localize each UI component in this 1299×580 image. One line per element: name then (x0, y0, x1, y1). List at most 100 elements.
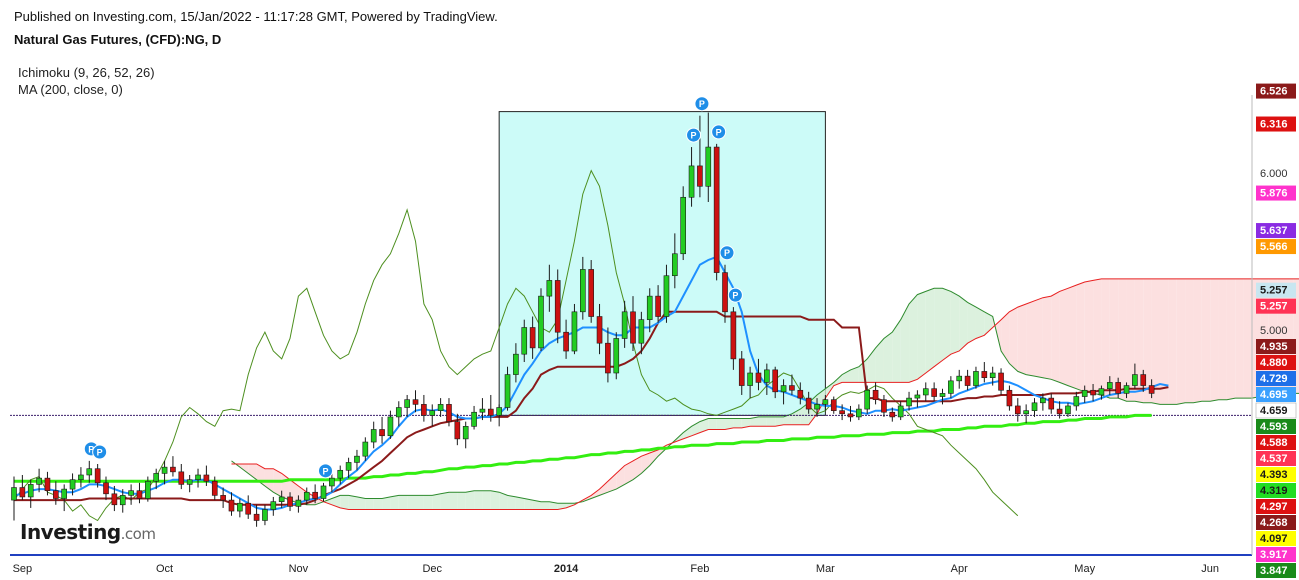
pin-marker[interactable]: P (92, 444, 108, 460)
pin-label: P (691, 131, 697, 141)
candle-body (655, 295, 661, 317)
cloud-segment (1026, 300, 1035, 377)
candle-body (881, 399, 887, 413)
candle-body (663, 275, 670, 317)
pin-marker[interactable]: P (694, 96, 710, 112)
candle (487, 394, 494, 422)
pin-marker[interactable]: P (686, 127, 702, 143)
indicator-ma200[interactable]: MA (200, close, 0) (18, 82, 123, 97)
pin-icon (727, 287, 743, 303)
cloud-segment (766, 416, 776, 427)
candle (897, 401, 904, 421)
candle (1123, 382, 1130, 399)
candle (454, 413, 461, 446)
candle-body (504, 374, 511, 408)
price-label: 5.637 (1256, 223, 1296, 239)
candle (1140, 369, 1147, 392)
candle-body (195, 474, 201, 480)
price-label-bg (1256, 419, 1296, 434)
candle-body (11, 487, 17, 501)
cloud-segment (549, 501, 558, 510)
logo-brand: Investing (20, 520, 121, 544)
candle (529, 316, 536, 359)
price-label-text: 4.880 (1260, 357, 1288, 369)
candle-body (680, 196, 686, 255)
pin-label: P (724, 248, 730, 258)
price-label-bg (1256, 371, 1296, 386)
price-label-bg (1256, 298, 1296, 314)
candle (663, 264, 670, 323)
candle (680, 186, 686, 261)
candle-body (228, 499, 235, 512)
pin-marker[interactable]: P (318, 463, 333, 479)
candle-body (1065, 405, 1071, 415)
candle (646, 288, 653, 333)
candle (705, 112, 712, 202)
price-label: 4.268 (1256, 515, 1296, 530)
cloud-segment (842, 369, 851, 383)
candle (1115, 377, 1121, 399)
candle (1106, 376, 1113, 395)
candle (998, 368, 1004, 395)
price-label-bg (1256, 515, 1296, 530)
candle (370, 421, 377, 449)
cloud-segment (917, 291, 926, 380)
cloud-segment (925, 288, 935, 373)
candle (1065, 402, 1071, 417)
cloud-segment (741, 418, 751, 428)
candle-body (354, 455, 360, 463)
x-tick-label: 2014 (554, 563, 579, 575)
indicator-ichimoku[interactable]: Ichimoku (9, 26, 52, 26) (18, 65, 155, 80)
candle (697, 115, 703, 198)
cloud-segment (373, 498, 383, 510)
candle (287, 492, 293, 512)
candle (186, 474, 193, 493)
candle-body (822, 399, 829, 405)
pin-marker[interactable]: P (719, 245, 735, 261)
candle-body (479, 408, 486, 413)
candle (764, 363, 770, 395)
candle-body (546, 280, 553, 297)
candle (1014, 398, 1021, 422)
cloud-segment (440, 492, 449, 510)
candle (1048, 393, 1055, 414)
cloud-segment (1159, 278, 1169, 405)
x-tick-label: Nov (289, 563, 309, 575)
pin-marker[interactable]: P (727, 287, 743, 303)
candle (53, 481, 59, 505)
candle-body (521, 327, 528, 355)
cloud-segment (423, 495, 433, 510)
price-label: 6.000 (1260, 168, 1288, 180)
cloud-segment (649, 449, 659, 466)
candle (856, 404, 862, 421)
cloud-segment (1042, 296, 1052, 380)
candle-body (245, 502, 252, 515)
candle (11, 476, 17, 521)
candle (195, 468, 201, 488)
candle (61, 484, 67, 512)
price-label-text: 4.393 (1260, 469, 1288, 481)
candle (964, 369, 971, 391)
cloud-segment (390, 495, 399, 510)
candle (262, 504, 268, 526)
price-label: 5.876 (1256, 185, 1296, 201)
price-label: 4.097 (1256, 531, 1296, 546)
candle-body (69, 479, 76, 490)
candle-body (153, 473, 160, 482)
price-label-text: 4.268 (1260, 517, 1288, 529)
cloud-segment (1118, 278, 1127, 402)
candle-body (1132, 374, 1138, 386)
candle-body (1123, 385, 1130, 394)
candle-body (713, 146, 720, 273)
pin-marker[interactable]: P (711, 124, 727, 140)
candle (948, 376, 954, 399)
price-label: 4.659 (1255, 402, 1297, 419)
candle (178, 464, 185, 490)
candle-body (998, 372, 1004, 391)
cloud-segment (1151, 278, 1160, 405)
cloud-segment (1176, 278, 1186, 405)
candle-body (61, 488, 67, 499)
candle-body (170, 466, 176, 473)
candle (780, 379, 787, 405)
